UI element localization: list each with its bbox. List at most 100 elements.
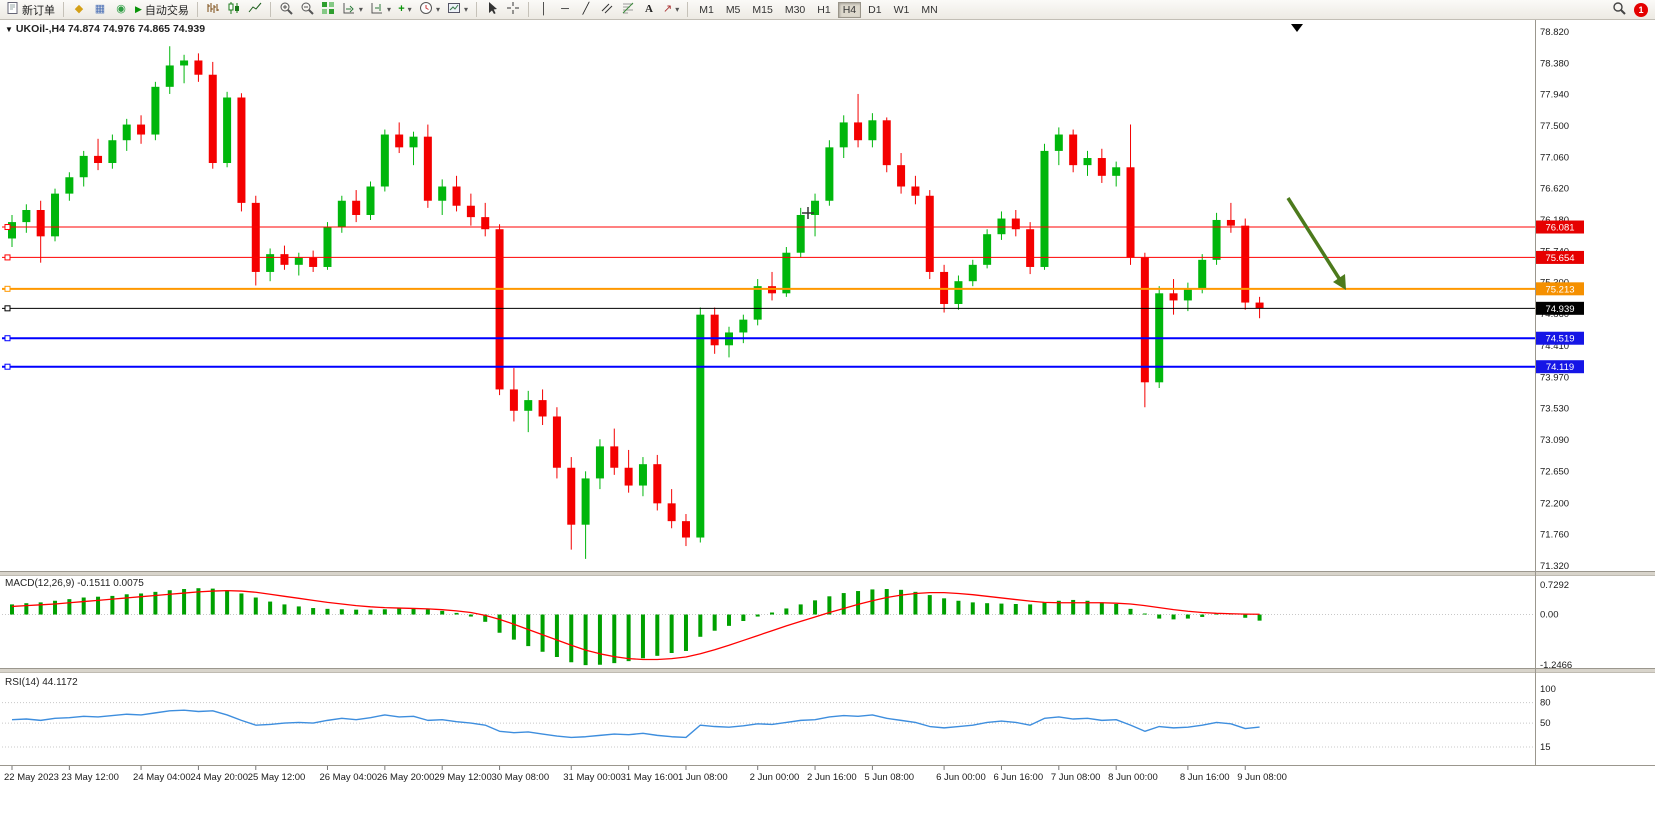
down-arrow-head: [1333, 274, 1346, 290]
zoom-out-button[interactable]: [297, 1, 317, 18]
svg-text:73.970: 73.970: [1540, 372, 1569, 383]
annotations[interactable]: [802, 197, 1346, 290]
market-watch-button[interactable]: ▦: [90, 1, 110, 18]
chart-canvas[interactable]: 78.820 78.380 77.940 77.500 77.060 76.620 76.1…: [0, 20, 1655, 807]
timeframe-button-m15[interactable]: M15: [747, 2, 777, 18]
bar-chart-button[interactable]: [203, 1, 223, 18]
svg-text:77.060: 77.060: [1540, 152, 1569, 163]
svg-text:8 Jun 16:00: 8 Jun 16:00: [1180, 772, 1230, 783]
data-window-button[interactable]: ◉: [111, 1, 131, 18]
svg-text:75.654: 75.654: [1545, 253, 1574, 264]
tile-windows-icon: [321, 1, 335, 18]
svg-text:77.940: 77.940: [1540, 90, 1569, 101]
line-handle: [4, 335, 11, 342]
svg-text:26 May 20:00: 26 May 20:00: [377, 772, 435, 783]
svg-text:8 Jun 00:00: 8 Jun 00:00: [1108, 772, 1158, 783]
svg-text:5 Jun 08:00: 5 Jun 08:00: [864, 772, 914, 783]
timeframe-button-h4[interactable]: H4: [837, 1, 862, 18]
templates-button[interactable]: ▾: [444, 1, 471, 18]
trendline-icon: ╱: [582, 3, 590, 15]
toolbar-separator: [687, 2, 689, 17]
chevron-down-icon: ▾: [435, 5, 440, 14]
fibonacci-button[interactable]: [618, 1, 638, 18]
auto-trading-play-icon: ▶: [135, 4, 142, 14]
line-chart-button[interactable]: [245, 1, 265, 18]
arrows-tool-button[interactable]: ↗ ▾: [660, 1, 682, 18]
price-line-label: 76.081: [1536, 220, 1584, 234]
panel-splitters[interactable]: [0, 571, 1655, 673]
svg-text:74.519: 74.519: [1545, 334, 1574, 345]
periods-button[interactable]: ▾: [416, 1, 443, 18]
price-line-label: 75.213: [1536, 282, 1584, 296]
clock-icon: [419, 1, 433, 18]
tile-windows-button[interactable]: [318, 1, 338, 18]
chevron-down-icon: ▾: [675, 5, 680, 14]
auto-trading-button[interactable]: ▶ 自动交易: [132, 1, 192, 18]
chart-shift-button[interactable]: ▾: [367, 1, 394, 18]
chart-window-button[interactable]: ◆: [69, 1, 89, 18]
line-handle: [4, 224, 11, 231]
timeframe-button-w1[interactable]: W1: [889, 2, 915, 18]
timeframe-button-m1[interactable]: M1: [694, 2, 719, 18]
svg-text:73.090: 73.090: [1540, 435, 1569, 446]
price-lines[interactable]: 76.081 75.654 75.213 74.939 74.519 74.119: [2, 220, 1584, 374]
toolbar-separator: [527, 2, 529, 17]
trendline-button[interactable]: ╱: [576, 1, 596, 18]
down-arrow-annotation: [1286, 197, 1344, 284]
svg-text:2 Jun 00:00: 2 Jun 00:00: [750, 772, 800, 783]
search-icon: [1612, 1, 1626, 18]
search-button[interactable]: [1609, 1, 1629, 18]
panel-borders: [0, 20, 1655, 766]
svg-text:77.500: 77.500: [1540, 121, 1569, 132]
equidistant-channel-button[interactable]: [597, 1, 617, 18]
candlestick-chart-button[interactable]: [224, 1, 244, 18]
price-line-label: 74.519: [1536, 331, 1584, 345]
new-order-label: 新订单: [22, 4, 55, 17]
timeframe-button-d1[interactable]: D1: [863, 2, 886, 18]
cross-marker-annotation: [802, 207, 814, 219]
svg-text:31 May 16:00: 31 May 16:00: [621, 772, 679, 783]
svg-text:9 Jun 08:00: 9 Jun 08:00: [1237, 772, 1287, 783]
timeframe-button-m30[interactable]: M30: [780, 2, 810, 18]
toolbar-separator: [269, 2, 271, 17]
chart-shift-marker[interactable]: [1291, 24, 1303, 32]
template-icon: [447, 1, 461, 18]
vertical-line-button[interactable]: │: [534, 1, 554, 18]
chart-window-icon: ◆: [74, 3, 84, 15]
zoom-in-button[interactable]: [276, 1, 296, 18]
new-order-button[interactable]: 新订单: [3, 1, 58, 18]
text-tool-icon: A: [645, 3, 653, 15]
notification-badge[interactable]: 1: [1634, 2, 1648, 17]
svg-text:50: 50: [1540, 718, 1551, 729]
price-line-label: 75.654: [1536, 250, 1584, 264]
svg-text:76.620: 76.620: [1540, 184, 1569, 195]
svg-text:24 May 04:00: 24 May 04:00: [133, 772, 191, 783]
text-tool-button[interactable]: A: [639, 1, 659, 18]
timeframe-button-mn[interactable]: MN: [916, 2, 942, 18]
cursor-button[interactable]: [482, 1, 502, 18]
svg-text:73.530: 73.530: [1540, 404, 1569, 415]
svg-text:-1.2466: -1.2466: [1540, 660, 1572, 671]
svg-text:29 May 12:00: 29 May 12:00: [434, 772, 492, 783]
auto-scroll-button[interactable]: ▾: [339, 1, 366, 18]
price-line-label: 74.939: [1536, 301, 1584, 315]
toolbar-separator: [63, 2, 64, 17]
svg-text:76.180: 76.180: [1540, 215, 1569, 226]
svg-text:78.380: 78.380: [1540, 58, 1569, 69]
rsi-panel: 100 80 50 15: [2, 684, 1556, 753]
timeframe-button-h1[interactable]: H1: [812, 2, 835, 18]
add-indicator-button[interactable]: + ▾: [395, 1, 415, 18]
line-chart-icon: [248, 1, 262, 18]
svg-text:0.7292: 0.7292: [1540, 580, 1569, 591]
chevron-down-icon: ▾: [463, 5, 468, 14]
svg-text:71.760: 71.760: [1540, 530, 1569, 541]
horizontal-line-button[interactable]: ─: [555, 1, 575, 18]
auto-trading-label: 自动交易: [144, 4, 189, 17]
crosshair-button[interactable]: [503, 1, 523, 18]
svg-text:26 May 04:00: 26 May 04:00: [319, 772, 377, 783]
time-axis[interactable]: 22 May 2023 23 May 12:00 24 May 04:00 24 Ma…: [4, 766, 1287, 783]
chart-workspace: 78.820 78.380 77.940 77.500 77.060 76.620 76.1…: [0, 20, 1655, 827]
timeframe-button-m5[interactable]: M5: [721, 2, 746, 18]
candlestick-series: [8, 46, 1264, 559]
